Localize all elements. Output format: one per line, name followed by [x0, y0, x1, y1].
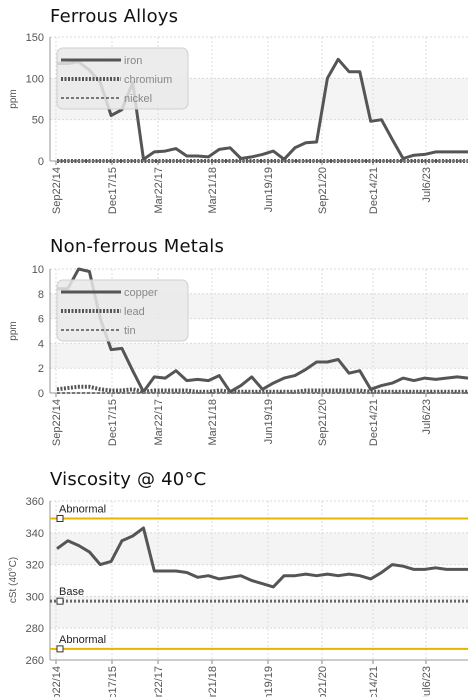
legend-box [56, 47, 189, 110]
x-tick-label: Mar22/17 [153, 399, 165, 445]
x-tick-label: Sep22/14 [51, 666, 63, 697]
chart-1: 0 2 4 6 8 10 Sep22/14 Dec17/15 Mar22/17 Mar21/18 J… [8, 264, 469, 446]
chart-title-viscosity: Viscosity @ 40°C [50, 469, 207, 490]
reference-label: Base [59, 586, 84, 598]
grid-band [50, 532, 468, 565]
x-tick-label: Dec14/21 [368, 399, 380, 446]
y-axis-label: ppm [8, 89, 19, 108]
x-tick-label: Mar22/17 [153, 167, 165, 213]
legend-box [56, 279, 189, 342]
y-tick-label: 360 [26, 496, 44, 508]
x-tick-label: Sep22/14 [51, 167, 63, 214]
reference-marker [56, 597, 64, 605]
chart-0: 0 50 100 150 Sep22/14 Dec17/15 Mar22/17 Mar21/1… [8, 32, 468, 214]
y-tick-label: 280 [26, 623, 44, 635]
y-axis-label: ppm [8, 321, 19, 340]
legend-label: nickel [124, 93, 152, 105]
x-tick-label: Mar21/18 [207, 167, 219, 213]
x-tick-label: Sep21/20 [317, 666, 329, 697]
series-line-copper [57, 267, 469, 394]
legend-label: lead [124, 306, 145, 318]
x-tick-label: Dec17/15 [107, 399, 119, 446]
x-tick-label: Jun19/19 [263, 399, 275, 444]
x-tick-label: Dec17/15 [107, 666, 119, 697]
x-tick-label: Jul6/23 [421, 399, 433, 434]
reference-marker [56, 514, 64, 522]
x-tick-label: Dec14/21 [368, 167, 380, 214]
y-tick-label: 100 [26, 73, 44, 85]
y-tick-label: 2 [38, 363, 44, 375]
y-tick-label: 6 [38, 314, 44, 326]
x-tick-label: Dec14/21 [368, 666, 380, 697]
x-tick-label: Dec17/15 [107, 167, 119, 214]
y-tick-label: 300 [26, 591, 44, 603]
y-tick-label: 10 [32, 264, 44, 276]
reference-marker [56, 645, 64, 653]
y-tick-label: 150 [26, 32, 44, 44]
x-tick-label: Jul6/23 [421, 666, 433, 697]
legend-label: iron [124, 55, 142, 67]
y-axis-label: cSt (40°C) [8, 557, 19, 603]
y-tick-label: 340 [26, 528, 44, 540]
legend-label: copper [124, 287, 158, 299]
chart-title-nonferrous: Non-ferrous Metals [50, 236, 225, 257]
y-tick-label: 4 [38, 338, 44, 350]
y-tick-label: 320 [26, 560, 44, 572]
x-tick-label: Mar21/18 [207, 399, 219, 445]
y-tick-label: 8 [38, 289, 44, 301]
x-tick-label: Mar22/17 [153, 666, 165, 697]
x-tick-label: Jul6/23 [421, 167, 433, 202]
grid-band [50, 343, 468, 369]
x-tick-label: Mar21/18 [207, 666, 219, 697]
chart-2: 260 280 300 320 340 360 Sep22/14 Dec17/15 Mar22/… [8, 496, 468, 697]
x-tick-label: Sep21/20 [317, 167, 329, 214]
x-tick-label: Jun19/19 [263, 666, 275, 697]
x-tick-label: Sep21/20 [317, 399, 329, 446]
series-line-viscosity [56, 526, 468, 589]
y-tick-label: 0 [38, 388, 44, 400]
legend-label: chromium [124, 74, 172, 86]
reference-label: Abnormal [59, 503, 106, 515]
y-tick-label: 0 [38, 156, 44, 168]
legend-label: tin [124, 325, 136, 337]
x-tick-label: Jun19/19 [263, 167, 275, 212]
y-tick-label: 50 [32, 115, 44, 127]
reference-label: Abnormal [59, 634, 106, 646]
series-line-lead [56, 384, 468, 394]
x-tick-label: Sep22/14 [51, 399, 63, 446]
y-tick-label: 260 [26, 655, 44, 667]
chart-title-ferrous: Ferrous Alloys [50, 6, 179, 27]
